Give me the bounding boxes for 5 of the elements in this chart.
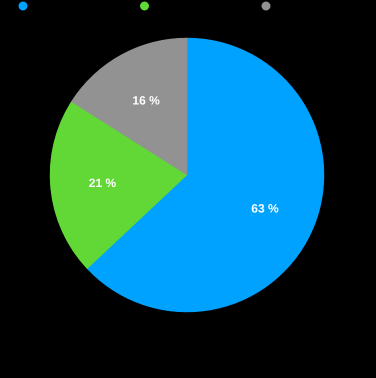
pie-slice xyxy=(86,38,324,312)
data-label: 16 % xyxy=(132,94,160,108)
data-label: 21 % xyxy=(88,176,116,190)
data-label: 63 % xyxy=(251,202,279,216)
pie-slice xyxy=(71,38,188,176)
